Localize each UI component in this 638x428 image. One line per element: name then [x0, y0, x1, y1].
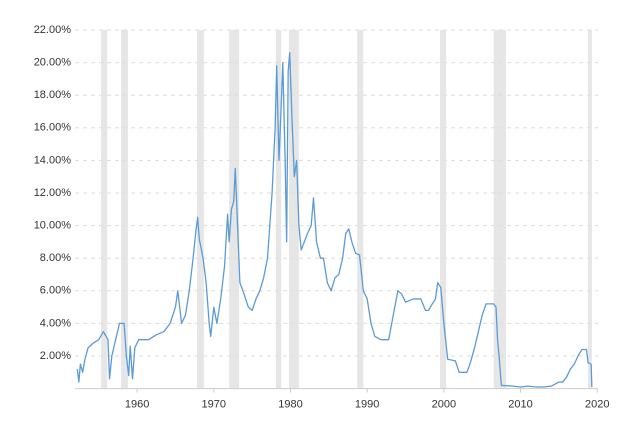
recession-band — [275, 30, 282, 389]
x-tick-label: 2010 — [508, 399, 532, 411]
y-tick-label: 14.00% — [34, 154, 72, 166]
x-tick-label: 1960 — [125, 399, 149, 411]
x-tick-label: 1990 — [355, 399, 379, 411]
y-tick-label: 22.00% — [34, 24, 72, 36]
recession-band — [121, 30, 128, 389]
y-tick-label: 18.00% — [34, 89, 72, 101]
recession-band — [357, 30, 364, 389]
y-tick-label: 6.00% — [40, 285, 71, 297]
rate-line — [76, 52, 593, 388]
y-tick-label: 2.00% — [40, 350, 71, 362]
y-tick-label: 8.00% — [40, 252, 71, 264]
recession-band — [101, 30, 108, 389]
y-tick-label: 12.00% — [34, 187, 72, 199]
x-tick-label: 1970 — [202, 399, 226, 411]
recession-band — [588, 30, 592, 389]
x-tick-label: 2000 — [432, 399, 456, 411]
x-tick-label: 1980 — [278, 399, 302, 411]
recession-band — [493, 30, 506, 389]
y-tick-label: 20.00% — [34, 57, 72, 69]
recession-band — [288, 30, 299, 389]
y-tick-label: 10.00% — [34, 220, 72, 232]
x-tick-label: 2020 — [585, 399, 609, 411]
y-tick-label: 16.00% — [34, 122, 72, 134]
recession-band — [440, 30, 447, 389]
recession-band — [196, 30, 204, 389]
recession-band — [229, 30, 240, 389]
y-tick-label: 4.00% — [40, 317, 71, 329]
